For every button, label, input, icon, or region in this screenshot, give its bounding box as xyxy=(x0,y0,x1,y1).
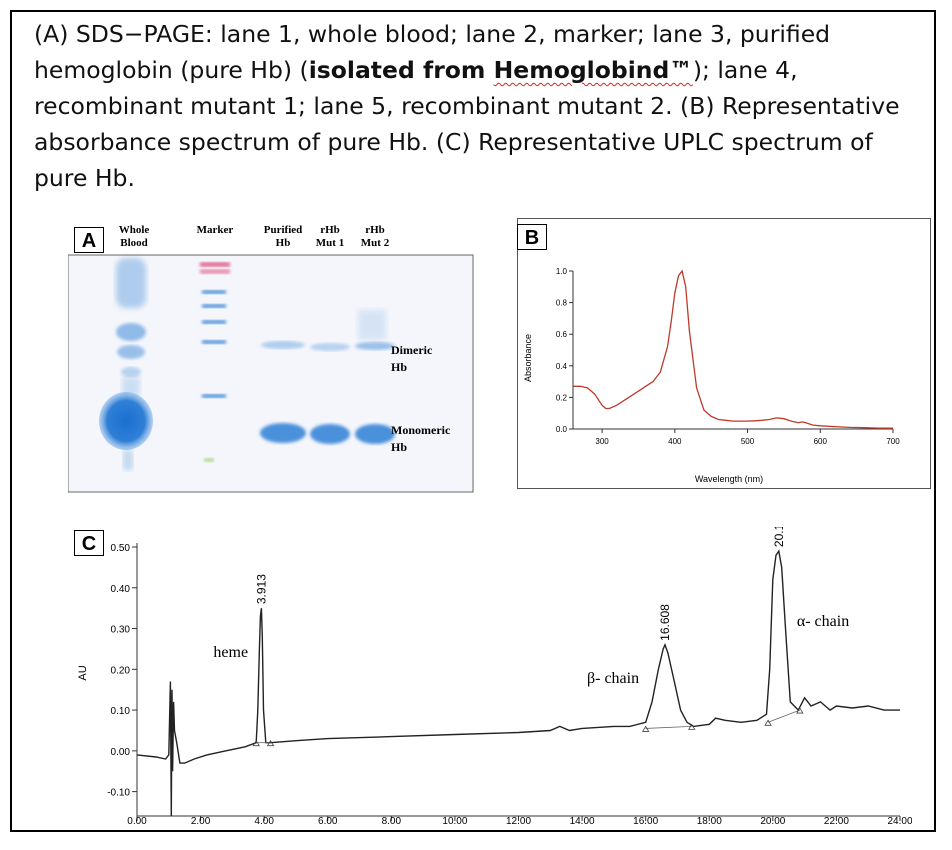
gel-band-monomeric xyxy=(260,423,306,443)
uplc-ytick-label: 0.40 xyxy=(111,584,131,595)
gel-band xyxy=(121,367,141,377)
uplc-xtick-label: 20.00 xyxy=(760,816,785,825)
absorbance-ytick-label: 1.0 xyxy=(556,267,568,276)
absorbance-ytick-label: 0.4 xyxy=(556,362,568,371)
gel-band xyxy=(202,320,226,324)
absorbance-xtick-label: 300 xyxy=(595,437,609,446)
absorbance-xtick-label: 400 xyxy=(668,437,682,446)
absorbance-ytick-label: 0.0 xyxy=(556,425,568,434)
panel-label-a: A xyxy=(74,227,104,253)
lane-header-5-line2: Mut 2 xyxy=(361,237,390,249)
absorbance-chart-border xyxy=(517,218,931,489)
uplc-integration-marker xyxy=(641,725,650,732)
uplc-xtick-label: 10.00 xyxy=(442,816,467,825)
absorbance-ylabel: Absorbance xyxy=(523,334,533,382)
uplc-xtick-label: 18.00 xyxy=(697,816,722,825)
gel-band xyxy=(117,345,145,359)
uplc-xtick-label: 8.00 xyxy=(382,816,402,825)
uplc-xtick-label: 0.00 xyxy=(127,816,147,825)
panel-label-c: C xyxy=(74,530,104,556)
gel-band-dimeric xyxy=(261,341,305,349)
uplc-ytick-label: 0.10 xyxy=(111,706,131,717)
uplc-xtick-label: 6.00 xyxy=(318,816,338,825)
uplc-ytick-label: 0.20 xyxy=(111,665,131,676)
lane-header-5-line1: rHb xyxy=(365,224,385,236)
uplc-xtick-label: 24.00 xyxy=(887,816,912,825)
gel-band xyxy=(202,290,226,294)
lane-header-1-line2: Blood xyxy=(120,237,148,249)
figure-caption: (A) SDS−PAGE: lane 1, whole blood; lane … xyxy=(34,16,924,196)
uplc-peak-time-3: 20.189 xyxy=(772,527,786,547)
uplc-integration-marker xyxy=(252,739,260,747)
gel-band xyxy=(200,262,230,267)
uplc-peak-time-1: 3.913 xyxy=(254,574,268,604)
lane-header-4-line2: Mut 1 xyxy=(316,237,344,249)
uplc-ytick-label: -0.10 xyxy=(107,788,130,799)
uplc-xtick-label: 4.00 xyxy=(254,816,274,825)
uplc-xtick-label: 14.00 xyxy=(570,816,595,825)
uplc-peak-label-3: α- chain xyxy=(797,613,849,630)
band-label-monomeric-1: Monomeric xyxy=(391,423,451,437)
caption-part1: (A) SDS−PAGE: lane 1, whole blood; lane … xyxy=(34,20,831,84)
uplc-peak-time-2: 16.608 xyxy=(658,604,672,641)
gel-band xyxy=(202,340,226,344)
lane-header-4-line1: rHb xyxy=(320,224,340,236)
uplc-ylabel: AU xyxy=(77,665,89,680)
uplc-chart: AU 0.50 0.40 0.30 0.20 0.10 0.00 -0.10 0.00 2.00… xyxy=(77,527,912,825)
gel-band xyxy=(200,269,230,274)
caption-bold-plain: isolated from xyxy=(308,56,494,84)
absorbance-ytick-label: 0.8 xyxy=(556,299,568,308)
gel-band-monomeric xyxy=(355,424,395,444)
band-label-dimeric-1: Dimeric xyxy=(391,343,433,357)
gel-band xyxy=(116,323,146,341)
gel-band-main-blob xyxy=(99,392,153,450)
uplc-integration-marker xyxy=(764,719,772,726)
figure-frame: (A) SDS−PAGE: lane 1, whole blood; lane … xyxy=(10,10,936,832)
panel-label-b: B xyxy=(517,224,547,250)
absorbance-ytick-label: 0.2 xyxy=(556,393,568,402)
uplc-integration-marker xyxy=(796,707,804,714)
absorbance-xtick-label: 600 xyxy=(814,437,828,446)
lane-header-3-line2: Hb xyxy=(276,237,291,249)
gel-band xyxy=(202,304,226,308)
uplc-ytick-label: 0.30 xyxy=(111,625,131,636)
uplc-ytick-label: 0.00 xyxy=(111,747,131,758)
uplc-xtick-label: 2.00 xyxy=(191,816,211,825)
gel-band xyxy=(116,258,146,308)
absorbance-xlabel: Wavelength (nm) xyxy=(695,474,763,484)
uplc-xtick-label: 12.00 xyxy=(506,816,531,825)
uplc-xtick-label: 16.00 xyxy=(633,816,658,825)
gel-band xyxy=(123,450,133,470)
absorbance-xtick-label: 700 xyxy=(886,437,900,446)
gel-band xyxy=(202,394,226,398)
gel-band xyxy=(358,310,386,340)
uplc-integration-marker xyxy=(688,723,696,730)
gel-band-monomeric xyxy=(310,424,350,444)
uplc-xtick-label: 22.00 xyxy=(824,816,849,825)
uplc-baseline-3 xyxy=(767,709,800,723)
absorbance-ytick-label: 0.6 xyxy=(556,330,568,339)
gel-band xyxy=(122,377,140,397)
absorbance-series-line xyxy=(573,269,894,429)
absorbance-chart: Absorbance Wavelength (nm) 0.0 0.2 0.4 0.6 0… xyxy=(517,218,931,489)
uplc-peak-label-1: heme xyxy=(213,644,248,661)
band-label-monomeric-2: Hb xyxy=(391,440,407,454)
caption-part2: ); lane 4, recombinant mutant 1; lane 5,… xyxy=(34,56,900,192)
band-label-dimeric-2: Hb xyxy=(391,360,407,374)
uplc-integration-marker xyxy=(266,739,275,747)
lane-header-3-line1: Purified xyxy=(264,224,303,236)
gel-band-dimeric xyxy=(310,343,350,351)
gel-band-dimeric xyxy=(355,342,395,350)
uplc-series-line xyxy=(136,549,900,817)
lane-header-2-line1: Marker xyxy=(197,224,234,236)
absorbance-xtick-label: 500 xyxy=(741,437,755,446)
caption-bold-squiggle: Hemoglobind™ xyxy=(493,56,693,84)
gel-band xyxy=(204,458,214,462)
uplc-baseline-2 xyxy=(645,725,692,729)
uplc-ytick-label: 0.50 xyxy=(111,543,131,554)
lane-header-1-line1: Whole xyxy=(119,224,150,236)
uplc-peak-label-2: β- chain xyxy=(587,670,639,687)
